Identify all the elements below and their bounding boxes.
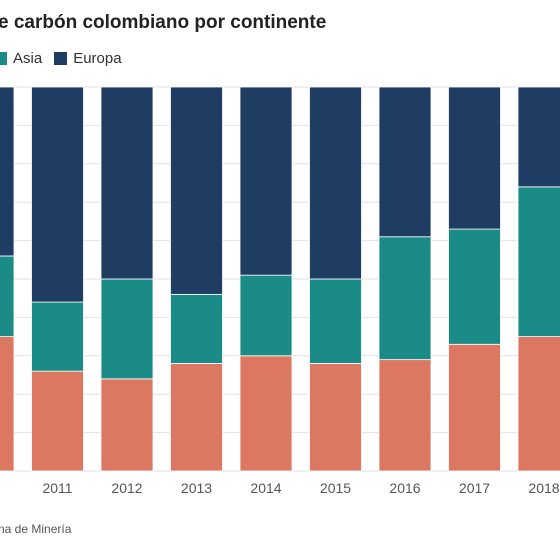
bar-segment-top-2011 [31,86,84,303]
x-tick-label: 2015 [320,480,351,496]
bar-segment-top-2016 [378,86,432,238]
bar-segment-middle-2012 [100,278,154,380]
bar-segment-top-2012 [100,86,154,280]
legend-label-europa: Europa [73,50,122,67]
x-tick-label: 2016 [389,480,420,496]
x-tick-label: 2011 [42,480,72,496]
bar-segment-top-2014 [239,86,293,276]
x-tick-label: 2017 [459,480,490,496]
bar-segment-bottom-2013 [170,363,223,472]
bar-segment-top-2018 [517,86,560,188]
bar-segment-bottom-2015 [309,363,362,472]
bar-segment-middle-2013 [170,293,223,364]
chart-title: e carbón colombiano por continente [0,12,327,33]
bar-segment-bottom-2011 [31,370,84,472]
bar-segment-bottom-2016 [378,359,432,472]
bar-segment-middle-0 [0,255,15,338]
bar-segment-top-2015 [309,86,362,280]
bar-segment-bottom-2018 [517,336,560,472]
bar-segment-middle-2018 [517,186,560,337]
bar-segment-middle-2015 [309,278,362,364]
legend-label-asia: Asia [13,50,43,67]
legend-item-europa: Europa [54,50,122,67]
bar-segment-middle-2017 [448,228,501,345]
bar-segment-bottom-0 [0,336,15,472]
x-tick-label: 2013 [181,480,212,496]
source-note: na de Minería [0,522,72,536]
bar-segment-top-2017 [448,86,501,230]
legend-swatch-europa [54,52,68,65]
bar-segment-top-0 [0,86,15,257]
bar-segment-top-2013 [170,86,223,295]
bar-segment-middle-2011 [31,301,84,372]
legend: Asia Europa [0,50,134,67]
legend-swatch-asia [0,52,7,65]
x-tick-label: 2012 [111,480,142,496]
bar-segment-bottom-2014 [239,355,293,472]
bar-segment-bottom-2017 [448,343,501,472]
x-tick-label: 2018 [528,480,559,496]
x-tick-label: 2014 [250,480,281,496]
bar-segment-bottom-2012 [100,378,154,472]
legend-item-asia: Asia [0,50,42,67]
bar-segment-middle-2016 [378,236,432,361]
bar-segment-middle-2014 [239,274,293,357]
